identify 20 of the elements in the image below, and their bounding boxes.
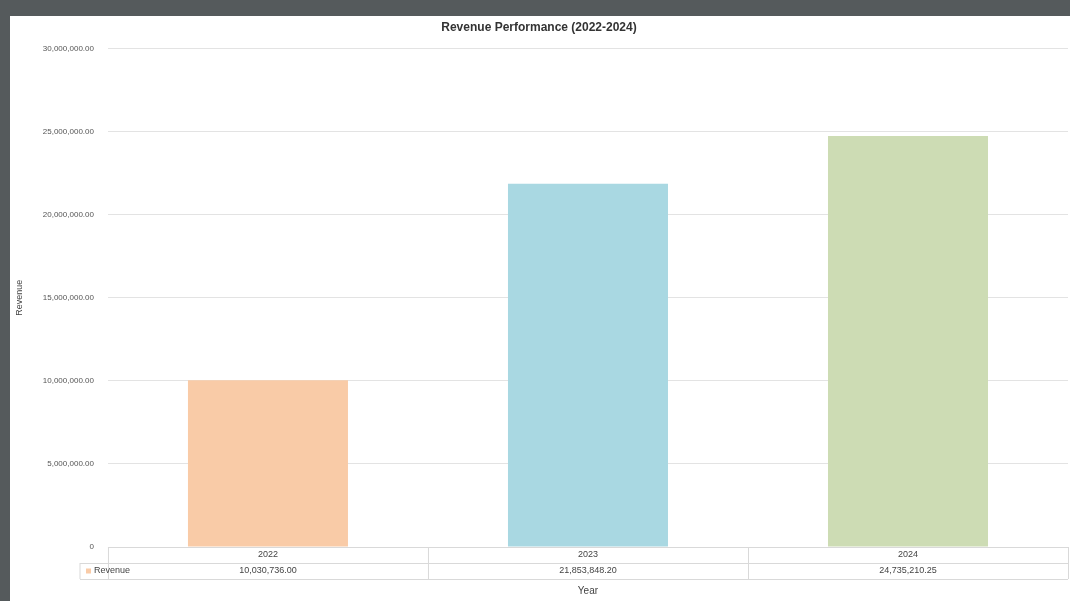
bar: [827, 135, 988, 547]
legend-label: Revenue: [94, 565, 131, 576]
data-label: 21,853,848.20: [559, 565, 617, 576]
y-tick-label: 25,000,000.00: [42, 126, 95, 136]
x-tick-label: 2023: [577, 549, 598, 560]
x-tick-label: 2022: [257, 549, 278, 560]
y-tick-label: 20,000,000.00: [42, 209, 95, 219]
x-axis-title: Year: [577, 584, 599, 596]
data-label: 10,030,736.00: [239, 565, 297, 576]
bar: [187, 380, 348, 547]
y-tick-label: 15,000,000.00: [42, 292, 95, 302]
y-tick-label: 5,000,000.00: [47, 459, 95, 469]
data-label: 24,735,210.25: [879, 565, 937, 576]
y-tick-label: 30,000,000.00: [42, 43, 95, 53]
y-tick-label: 0: [89, 542, 95, 552]
y-axis-title: Revenue: [13, 279, 24, 316]
y-tick-label: 10,000,000.00: [42, 376, 95, 385]
chart-title: Revenue Performance (2022-2024): [441, 19, 637, 34]
x-tick-label: 2024: [897, 549, 919, 560]
bar: [507, 183, 668, 547]
